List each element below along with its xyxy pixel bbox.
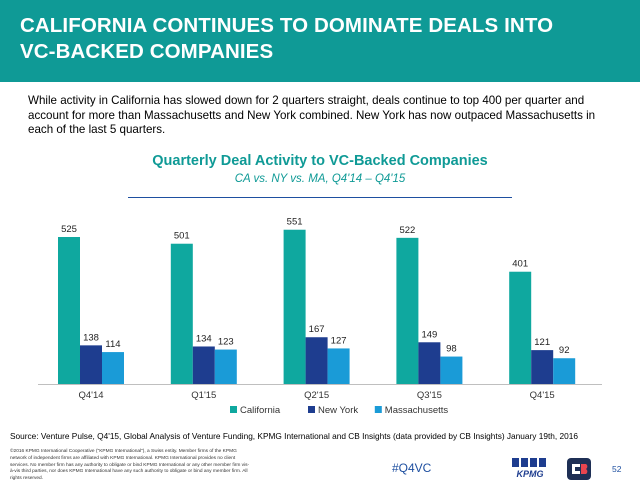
data-label: 123	[218, 337, 234, 348]
bar-chart: 525 138 114 Q4'14 501 134 123 Q1'15 551 167 127 Q2'…	[38, 217, 602, 416]
data-label: 98	[446, 344, 457, 355]
bar-massachusetts	[102, 352, 124, 384]
bar-new-york	[192, 346, 215, 384]
page-title: CALIFORNIA CONTINUES TO DOMINATE DEALS I…	[20, 13, 620, 65]
header-band	[0, 0, 640, 82]
bar-california	[283, 229, 306, 384]
source-note: Source: Venture Pulse, Q4'15, Global Ana…	[10, 431, 578, 441]
page-title-line1: CALIFORNIA CONTINUES TO DOMINATE DEALS I…	[20, 14, 554, 37]
data-label: 167	[309, 324, 325, 335]
bar-new-york	[531, 350, 554, 384]
data-label: 525	[61, 224, 77, 235]
legend-label: New York	[318, 405, 358, 416]
data-label: 501	[174, 231, 190, 242]
chart-title: Quarterly Deal Activity to VC-Backed Com…	[152, 153, 488, 169]
x-tick-label: Q4'14	[78, 390, 103, 401]
bar-new-york	[305, 337, 328, 384]
cb-insights-logo	[567, 458, 591, 480]
legend-swatch	[308, 406, 315, 413]
intro-paragraph: While activity in California has slowed …	[28, 94, 596, 136]
kpmg-logo-text: KPMG	[517, 469, 544, 479]
data-label: 401	[512, 259, 528, 270]
data-label: 114	[105, 339, 120, 350]
data-label: 138	[83, 332, 99, 343]
legend-label: Massachusetts	[385, 405, 449, 416]
data-label: 551	[287, 217, 303, 228]
data-label: 127	[331, 335, 347, 346]
hashtag: #Q4VC	[392, 461, 432, 475]
x-tick-label: Q4'15	[530, 390, 555, 401]
bar-massachusetts	[553, 358, 576, 384]
x-tick-label: Q1'15	[191, 390, 216, 401]
data-label: 134	[196, 333, 212, 344]
x-tick-label: Q3'15	[417, 390, 442, 401]
data-label: 92	[559, 345, 570, 356]
legend-swatch	[374, 406, 382, 413]
bar-california	[396, 237, 419, 384]
legend-swatch	[230, 406, 237, 413]
legend-label: California	[240, 405, 281, 416]
data-label: 149	[421, 329, 437, 340]
chart-subtitle: CA vs. NY vs. MA, Q4'14 – Q4'15	[234, 173, 406, 185]
bar-massachusetts	[440, 356, 463, 384]
title-divider	[128, 197, 512, 198]
x-tick-label: Q2'15	[304, 390, 329, 401]
bar-massachusetts	[327, 348, 350, 384]
bar-california	[170, 243, 193, 384]
bar-new-york	[80, 345, 102, 384]
bar-california	[509, 271, 532, 384]
bar-massachusetts	[214, 349, 237, 384]
page-number: 52	[612, 464, 622, 474]
data-label: 121	[534, 337, 550, 348]
page-title-line2: VC-BACKED COMPANIES	[20, 40, 274, 63]
bar-new-york	[418, 342, 441, 384]
legal-disclaimer: ©2016 KPMG International Cooperative ("K…	[10, 449, 250, 482]
kpmg-logo: KPMG	[512, 458, 546, 479]
data-label: 522	[399, 225, 415, 236]
bar-california	[58, 237, 80, 384]
